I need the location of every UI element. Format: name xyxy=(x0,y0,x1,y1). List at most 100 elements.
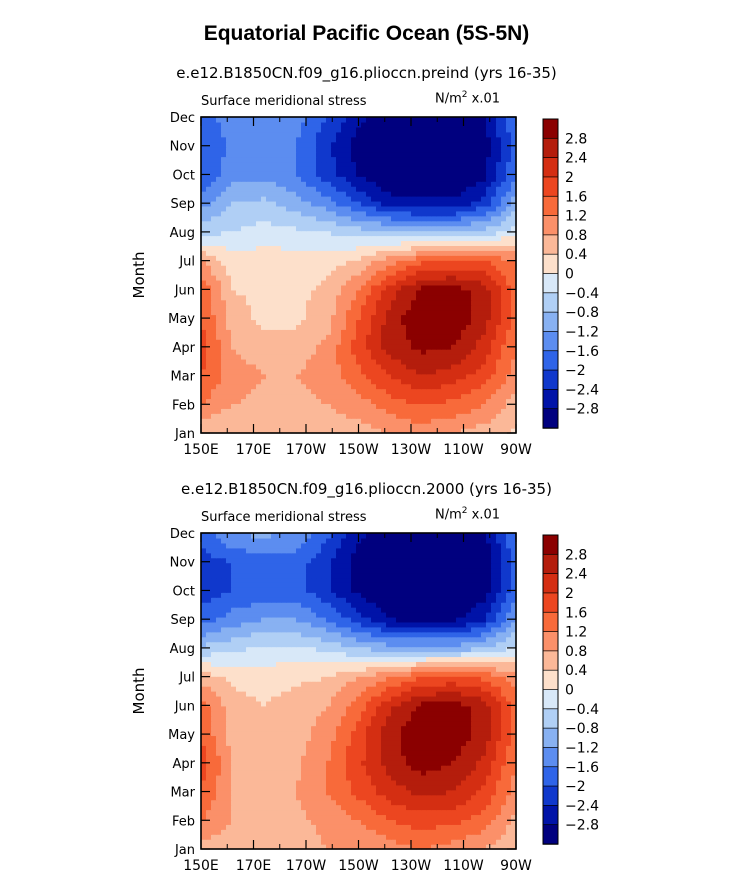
contour-cell xyxy=(446,344,452,350)
contour-cell xyxy=(356,819,362,825)
contour-cell xyxy=(286,255,292,261)
contour-cell xyxy=(276,839,282,845)
contour-cell xyxy=(271,834,277,840)
contour-cell xyxy=(371,324,377,330)
contour-cell xyxy=(271,373,277,380)
contour-cell xyxy=(431,186,437,192)
contour-cell xyxy=(261,166,267,172)
contour-cell xyxy=(326,265,332,271)
contour-cell xyxy=(456,814,462,820)
contour-cell xyxy=(226,220,232,227)
contour-cell xyxy=(326,378,332,385)
contour-cell xyxy=(356,784,362,791)
contour-cell xyxy=(256,250,262,256)
contour-cell xyxy=(241,403,247,409)
contour-cell xyxy=(201,814,207,820)
contour-cell xyxy=(211,166,217,172)
contour-cell xyxy=(226,784,232,791)
contour-cell xyxy=(306,819,312,825)
contour-cell xyxy=(421,319,427,325)
contour-cell xyxy=(496,428,502,434)
contour-cell xyxy=(401,294,407,301)
contour-cell xyxy=(511,844,517,850)
contour-cell xyxy=(281,304,287,311)
contour-cell xyxy=(221,275,227,281)
contour-cell xyxy=(486,819,492,825)
contour-cell xyxy=(236,265,242,271)
contour-cell xyxy=(416,814,422,820)
contour-cell xyxy=(231,200,237,207)
contour-cell xyxy=(456,408,462,414)
contour-cell xyxy=(496,423,502,429)
contour-cell xyxy=(326,309,332,316)
contour-cell xyxy=(291,225,297,232)
contour-cell xyxy=(341,279,347,286)
contour-cell xyxy=(216,240,222,246)
contour-cell xyxy=(416,363,422,370)
contour-cell xyxy=(411,839,417,845)
contour-cell xyxy=(431,289,437,296)
contour-cell xyxy=(511,834,517,840)
contour-cell xyxy=(336,260,342,266)
contour-cell xyxy=(296,324,302,330)
contour-cell xyxy=(501,834,507,840)
contour-cell xyxy=(426,344,432,350)
contour-cell xyxy=(466,275,472,281)
contour-cell xyxy=(321,205,327,212)
contour-cell xyxy=(351,358,357,365)
contour-cell xyxy=(201,413,207,419)
contour-cell xyxy=(316,839,322,845)
contour-cell xyxy=(461,186,467,192)
contour-cell xyxy=(286,205,292,212)
contour-cell xyxy=(486,373,492,380)
contour-cell xyxy=(436,200,442,207)
contour-cell xyxy=(401,141,407,148)
contour-cell xyxy=(276,814,282,820)
contour-cell xyxy=(446,240,452,246)
contour-cell xyxy=(451,413,457,419)
contour-cell xyxy=(351,156,357,163)
contour-cell xyxy=(301,378,307,385)
contour-cell xyxy=(231,270,237,276)
contour-cell xyxy=(206,799,212,806)
contour-cell xyxy=(281,844,287,850)
contour-cell xyxy=(481,363,487,370)
contour-cell xyxy=(341,403,347,409)
contour-cell xyxy=(291,784,297,791)
contour-cell xyxy=(486,117,492,123)
contour-cell xyxy=(456,166,462,172)
contour-cell xyxy=(476,200,482,207)
contour-cell xyxy=(221,309,227,316)
contour-cell xyxy=(451,186,457,192)
contour-cell xyxy=(321,121,327,128)
contour-cell xyxy=(266,834,272,840)
contour-cell xyxy=(426,819,432,825)
contour-cell xyxy=(491,117,497,123)
contour-cell xyxy=(456,176,462,182)
contour-cell xyxy=(406,408,412,414)
contour-cell xyxy=(301,304,307,311)
contour-cell xyxy=(391,398,397,404)
contour-cell xyxy=(281,176,287,182)
contour-cell xyxy=(256,309,262,316)
contour-cell xyxy=(241,131,247,138)
contour-cell xyxy=(311,784,317,791)
contour-cell xyxy=(491,275,497,281)
contour-cell xyxy=(386,344,392,350)
contour-cell xyxy=(346,829,352,835)
contour-cell xyxy=(211,131,217,138)
contour-cell xyxy=(386,126,392,133)
contour-cell xyxy=(216,299,222,306)
contour-cell xyxy=(321,151,327,158)
contour-cell xyxy=(466,136,472,143)
contour-cell xyxy=(206,829,212,835)
contour-cell xyxy=(426,146,432,153)
contour-cell xyxy=(461,255,467,261)
contour-cell xyxy=(331,344,337,350)
contour-cell xyxy=(406,131,412,138)
contour-cell xyxy=(281,270,287,276)
contour-cell xyxy=(461,245,467,251)
contour-cell xyxy=(401,819,407,825)
contour-cell xyxy=(271,403,277,409)
contour-cell xyxy=(486,423,492,429)
